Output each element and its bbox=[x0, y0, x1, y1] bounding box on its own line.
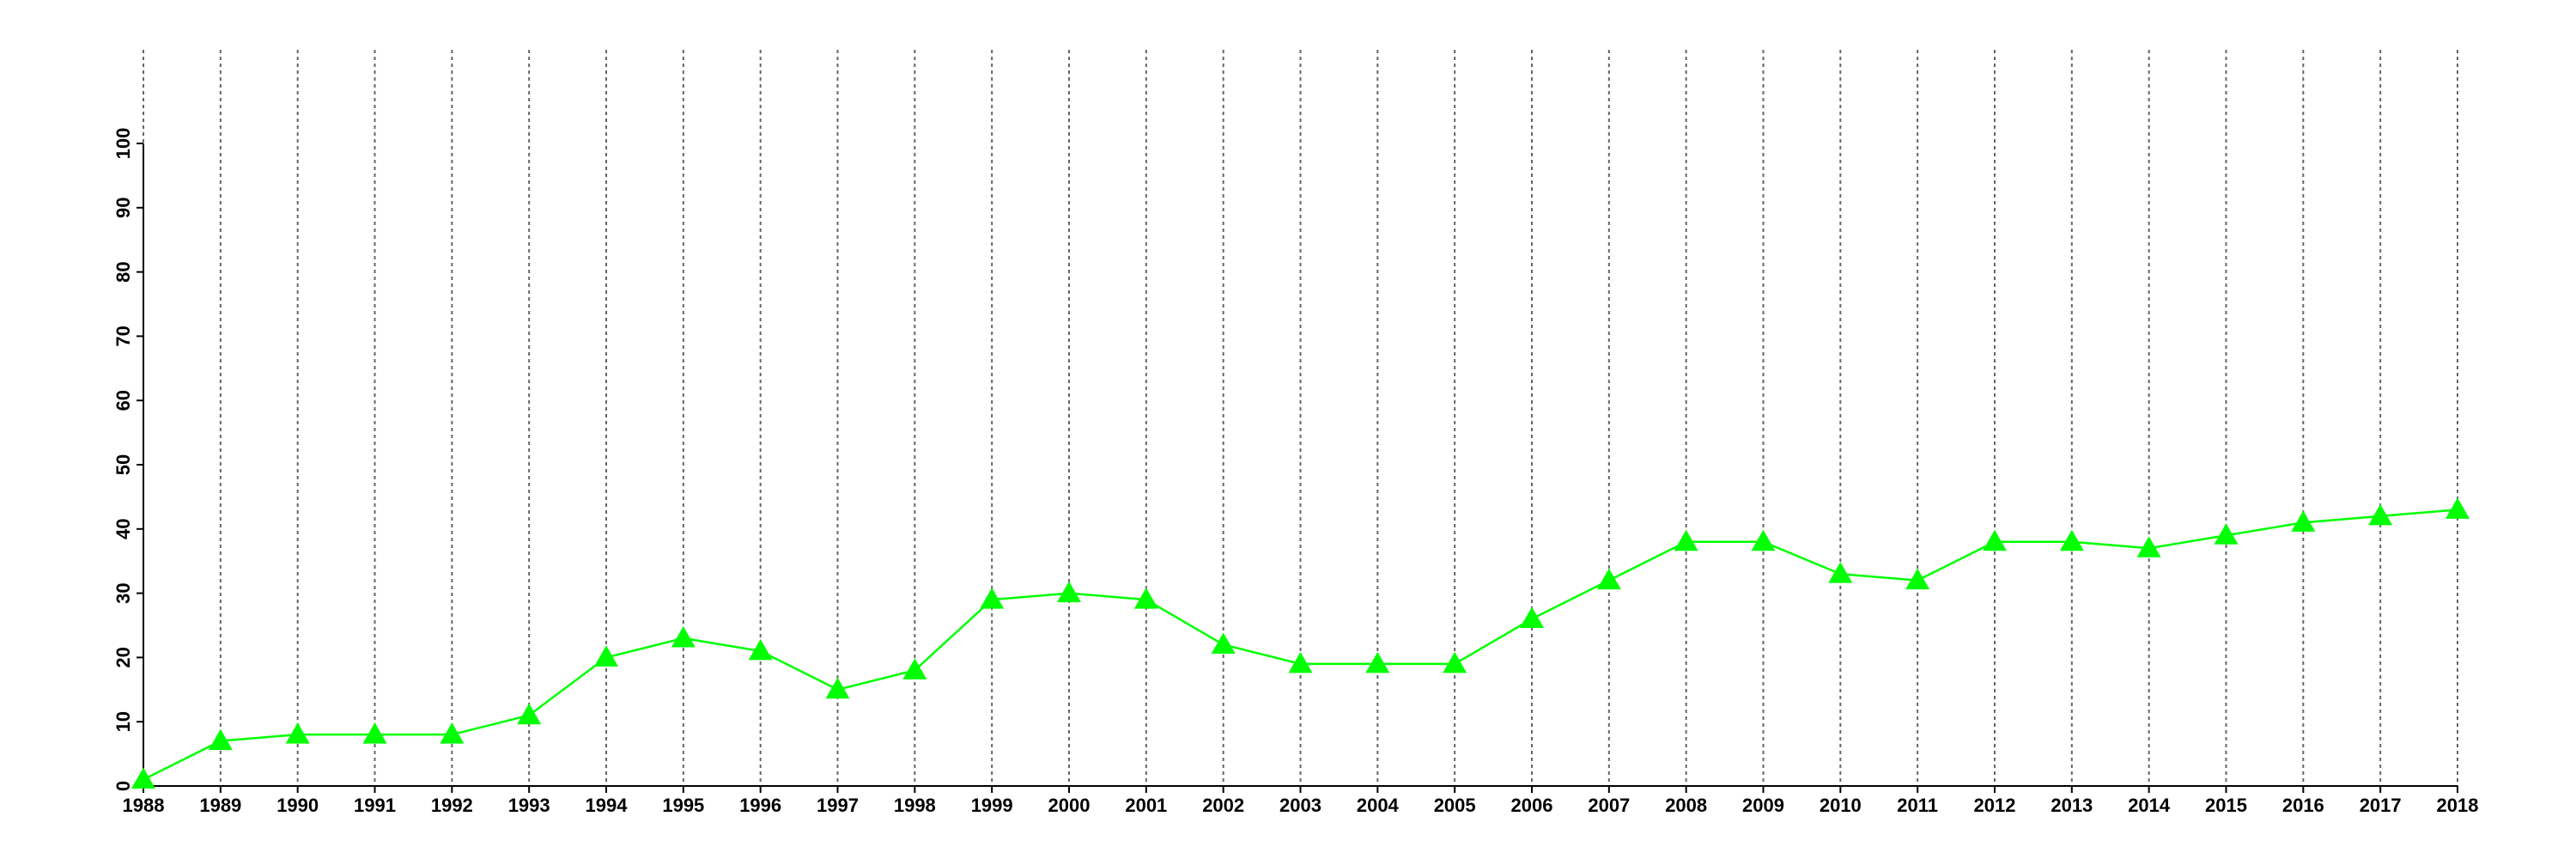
data-point bbox=[2445, 497, 2470, 519]
data-point bbox=[440, 722, 465, 744]
x-tick-label: 2018 bbox=[2437, 795, 2479, 816]
data-point bbox=[1365, 651, 1390, 673]
x-tick-label: 2004 bbox=[1357, 795, 1400, 816]
x-tick-label: 2003 bbox=[1279, 795, 1321, 816]
x-tick-label: 2002 bbox=[1202, 795, 1244, 816]
data-point bbox=[2214, 523, 2239, 545]
x-tick-label: 2015 bbox=[2205, 795, 2247, 816]
y-tick-label: 100 bbox=[112, 128, 134, 160]
data-point bbox=[285, 722, 310, 744]
x-tick-label: 2017 bbox=[2360, 795, 2402, 816]
x-tick-label: 2010 bbox=[1820, 795, 1862, 816]
data-point bbox=[1520, 606, 1544, 629]
data-point bbox=[1828, 562, 1853, 583]
y-tick-label: 70 bbox=[112, 326, 134, 346]
x-tick-label: 2001 bbox=[1125, 795, 1167, 816]
x-tick-label: 1997 bbox=[817, 795, 859, 816]
x-tick-label: 1992 bbox=[431, 795, 473, 816]
data-point bbox=[902, 658, 927, 679]
data-point bbox=[2136, 536, 2161, 557]
x-tick-label: 1995 bbox=[662, 795, 704, 816]
data-point bbox=[1596, 568, 1621, 590]
data-point bbox=[517, 703, 542, 725]
data-point bbox=[1443, 651, 1467, 673]
data-point bbox=[2059, 529, 2084, 551]
x-tick-label: 1994 bbox=[586, 795, 629, 816]
y-tick-label: 30 bbox=[112, 582, 134, 603]
data-point bbox=[362, 722, 387, 744]
x-tick-label: 1993 bbox=[508, 795, 550, 816]
data-point bbox=[825, 677, 850, 699]
data-point bbox=[1211, 632, 1236, 654]
data-point bbox=[1288, 651, 1313, 673]
x-tick-label: 1988 bbox=[123, 795, 165, 816]
data-point bbox=[1751, 529, 1776, 551]
y-tick-label: 20 bbox=[112, 647, 134, 667]
data-point bbox=[1905, 568, 1930, 590]
x-tick-label: 1991 bbox=[354, 795, 396, 816]
x-tick-label: 2009 bbox=[1742, 795, 1784, 816]
data-point bbox=[1133, 588, 1158, 609]
x-tick-label: 2012 bbox=[1974, 795, 2016, 816]
y-tick-label: 60 bbox=[112, 390, 134, 411]
y-tick-label: 50 bbox=[112, 454, 134, 475]
x-tick-label: 2008 bbox=[1665, 795, 1707, 816]
data-point bbox=[2368, 503, 2393, 526]
y-tick-label: 0 bbox=[112, 781, 134, 791]
x-tick-label: 2000 bbox=[1048, 795, 1091, 816]
data-point bbox=[671, 625, 696, 648]
x-tick-label: 1998 bbox=[894, 795, 936, 816]
x-tick-label: 2016 bbox=[2282, 795, 2324, 816]
data-point bbox=[748, 638, 773, 661]
y-tick-label: 40 bbox=[112, 519, 134, 539]
y-tick-label: 10 bbox=[112, 711, 134, 732]
data-point bbox=[1057, 581, 1081, 603]
data-point bbox=[980, 588, 1005, 609]
x-tick-label: 2014 bbox=[2128, 795, 2171, 816]
data-point bbox=[131, 767, 155, 789]
x-tick-label: 1996 bbox=[739, 795, 781, 816]
x-tick-label: 1990 bbox=[276, 795, 319, 816]
data-point bbox=[1674, 529, 1698, 551]
data-point bbox=[2291, 510, 2316, 532]
data-point bbox=[208, 728, 233, 751]
x-tick-label: 2005 bbox=[1434, 795, 1476, 816]
x-tick-label: 2011 bbox=[1897, 795, 1938, 816]
y-tick-label: 80 bbox=[112, 261, 134, 282]
y-tick-label: 90 bbox=[112, 198, 134, 218]
x-tick-label: 1989 bbox=[199, 795, 241, 816]
x-tick-label: 2007 bbox=[1588, 795, 1630, 816]
data-point bbox=[1983, 529, 2007, 551]
x-tick-label: 1999 bbox=[971, 795, 1013, 816]
data-point bbox=[594, 645, 618, 667]
x-tick-label: 2006 bbox=[1511, 795, 1553, 816]
x-tick-label: 2013 bbox=[2050, 795, 2093, 816]
